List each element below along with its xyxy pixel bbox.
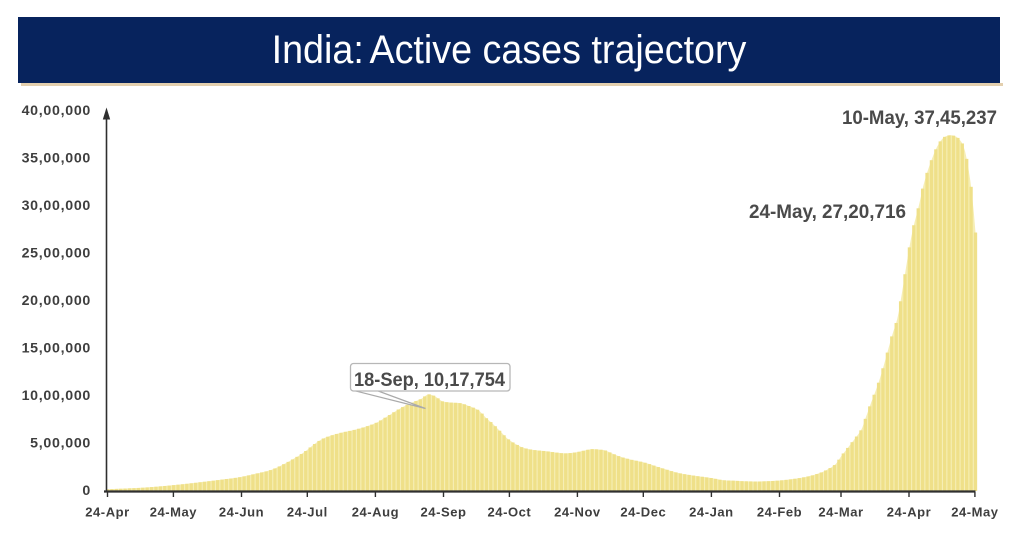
svg-text:30,00,000: 30,00,000 xyxy=(22,198,91,214)
svg-text:10,00,000: 10,00,000 xyxy=(22,388,91,404)
svg-text:24-Apr: 24-Apr xyxy=(887,505,931,520)
svg-text:5,00,000: 5,00,000 xyxy=(30,436,91,452)
svg-text:24-Feb: 24-Feb xyxy=(757,505,802,520)
svg-text:0: 0 xyxy=(82,483,91,499)
svg-text:24-Aug: 24-Aug xyxy=(352,505,399,520)
svg-text:24-Sep: 24-Sep xyxy=(421,505,467,520)
svg-text:10-May, 37,45,237: 10-May, 37,45,237 xyxy=(842,108,997,129)
svg-text:25,00,000: 25,00,000 xyxy=(22,246,91,262)
svg-text:24-Dec: 24-Dec xyxy=(620,505,666,520)
svg-text:18-Sep, 10,17,754: 18-Sep, 10,17,754 xyxy=(354,369,505,391)
svg-text:24-Jul: 24-Jul xyxy=(287,505,328,520)
svg-text:35,00,000: 35,00,000 xyxy=(22,151,91,167)
svg-text:24-Apr: 24-Apr xyxy=(85,505,129,520)
svg-text:24-May, 27,20,716: 24-May, 27,20,716 xyxy=(749,202,906,223)
svg-text:20,00,000: 20,00,000 xyxy=(22,293,91,309)
svg-text:24-Mar: 24-Mar xyxy=(818,505,863,520)
svg-text:24-Nov: 24-Nov xyxy=(554,505,601,520)
svg-text:15,00,000: 15,00,000 xyxy=(22,341,91,357)
svg-text:24-Jun: 24-Jun xyxy=(219,505,264,520)
svg-text:24-Jan: 24-Jan xyxy=(689,505,734,520)
svg-text:40,00,000: 40,00,000 xyxy=(22,103,91,119)
svg-text:24-May: 24-May xyxy=(951,505,999,520)
svg-text:24-May: 24-May xyxy=(150,505,198,520)
svg-text:24-Oct: 24-Oct xyxy=(488,505,532,520)
